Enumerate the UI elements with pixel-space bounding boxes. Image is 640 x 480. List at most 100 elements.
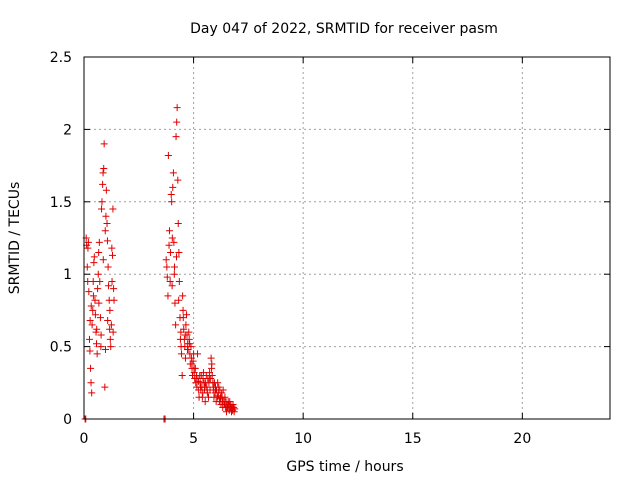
x-axis-label: GPS time / hours xyxy=(286,459,403,475)
data-point xyxy=(99,256,107,264)
data-point xyxy=(203,386,211,394)
data-point xyxy=(110,296,118,304)
data-point xyxy=(96,314,104,322)
data-point xyxy=(95,299,103,307)
data-point xyxy=(97,343,105,351)
data-point xyxy=(109,328,117,336)
data-point xyxy=(179,314,187,322)
axis-ticks xyxy=(83,56,610,420)
data-point xyxy=(165,241,173,249)
data-point xyxy=(100,140,108,148)
data-point xyxy=(85,335,93,343)
data-point xyxy=(97,331,105,339)
data-point xyxy=(106,335,114,343)
data-point xyxy=(170,238,178,246)
data-point xyxy=(103,237,111,245)
data-point xyxy=(188,360,196,368)
data-point xyxy=(175,296,183,304)
data-point xyxy=(100,164,108,172)
data-point xyxy=(171,299,179,307)
data-point xyxy=(190,364,198,372)
data-point xyxy=(92,340,100,348)
data-point xyxy=(169,169,177,177)
data-point xyxy=(174,220,182,228)
data-point xyxy=(180,325,188,333)
data-point xyxy=(175,248,183,256)
data-point xyxy=(88,389,96,397)
y-tick-label: 2.5 xyxy=(50,50,72,66)
x-tick-labels: 0 5 10 15 20 xyxy=(80,431,532,447)
y-axis-label: SRMTID / TECUs xyxy=(7,182,23,295)
data-point xyxy=(172,253,180,261)
data-point xyxy=(106,325,114,333)
data-point xyxy=(110,285,118,293)
data-point xyxy=(183,345,191,353)
data-point xyxy=(95,238,103,246)
data-point xyxy=(101,345,109,353)
data-point xyxy=(201,398,209,406)
data-point xyxy=(167,191,175,199)
data-point xyxy=(166,277,174,285)
data-point xyxy=(214,379,222,387)
data-point xyxy=(173,118,181,126)
data-point xyxy=(102,212,110,220)
data-point xyxy=(94,270,102,278)
data-point xyxy=(226,398,234,406)
data-point xyxy=(168,234,176,242)
data-point xyxy=(94,285,102,293)
data-point xyxy=(183,311,191,319)
data-point xyxy=(109,205,117,213)
data-point xyxy=(89,277,97,285)
data-point xyxy=(108,251,116,259)
data-point xyxy=(164,292,172,300)
data-point xyxy=(186,340,194,348)
data-point xyxy=(98,205,106,213)
data-point xyxy=(178,372,186,380)
x-tick-label: 0 xyxy=(80,431,89,447)
data-point xyxy=(208,364,216,372)
data-point xyxy=(199,389,207,397)
data-point xyxy=(164,151,172,159)
data-point xyxy=(194,377,202,385)
data-point xyxy=(104,263,112,271)
data-point xyxy=(212,386,220,394)
data-point xyxy=(179,306,187,314)
data-point xyxy=(194,350,202,358)
x-tick-label: 10 xyxy=(294,431,312,447)
data-point xyxy=(91,296,99,304)
data-point xyxy=(189,357,197,365)
data-point xyxy=(105,282,113,290)
data-point xyxy=(89,306,97,314)
data-point xyxy=(187,343,195,351)
data-point xyxy=(163,263,171,271)
data-point xyxy=(84,244,92,252)
data-point xyxy=(219,386,227,394)
data-point xyxy=(107,321,115,329)
data-point xyxy=(92,328,100,336)
data-point xyxy=(175,277,183,285)
data-point xyxy=(93,325,101,333)
data-point xyxy=(171,263,179,271)
data-point xyxy=(173,104,181,112)
data-point xyxy=(221,393,229,401)
data-point xyxy=(108,277,116,285)
data-point xyxy=(205,374,213,382)
data-point xyxy=(98,198,106,206)
data-point xyxy=(172,321,180,329)
data-point xyxy=(168,198,176,206)
x-tick-label: 15 xyxy=(404,431,422,447)
data-point xyxy=(96,277,104,285)
plot-frame xyxy=(83,56,611,420)
data-point xyxy=(101,383,109,391)
data-point xyxy=(99,169,107,177)
data-point xyxy=(88,321,96,329)
data-point xyxy=(199,369,207,377)
data-point xyxy=(95,248,103,256)
data-point xyxy=(182,321,190,329)
chart-title: Day 047 of 2022, SRMTID for receiver pas… xyxy=(190,21,498,37)
data-point xyxy=(83,263,91,271)
data-point xyxy=(207,354,215,362)
y-tick-labels: 0 0.5 1 1.5 2 2.5 xyxy=(50,50,72,428)
data-point xyxy=(87,302,95,310)
